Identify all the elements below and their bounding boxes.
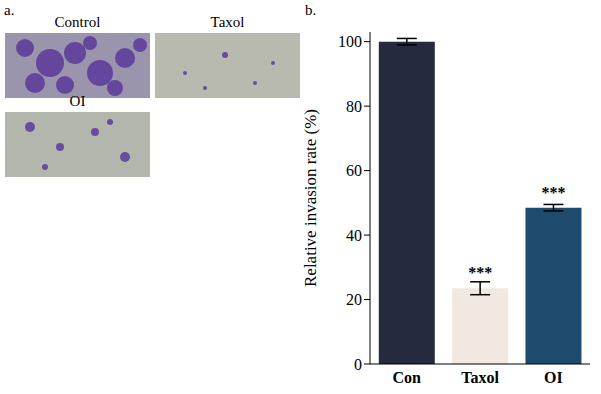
svg-text:0: 0 [354,356,362,373]
svg-text:100: 100 [338,33,362,50]
svg-text:Taxol: Taxol [461,369,499,386]
html-text:a.: a. [4,2,15,18]
svg-text:***: *** [541,184,565,201]
html-text:Control: Control [54,14,101,30]
svg-text:OI: OI [544,369,563,386]
html-text:Taxol: Taxol [210,14,245,30]
svg-text:***: *** [468,264,492,281]
svg-text:Relative invasion rate (%): Relative invasion rate (%) [301,109,320,287]
svg-text:60: 60 [346,162,362,179]
svg-text:80: 80 [346,98,362,115]
svg-text:20: 20 [346,291,362,308]
html-text:b.: b. [305,2,317,18]
html-text:OI: OI [69,93,86,109]
svg-text:Con: Con [392,369,421,386]
svg-text:40: 40 [346,227,362,244]
